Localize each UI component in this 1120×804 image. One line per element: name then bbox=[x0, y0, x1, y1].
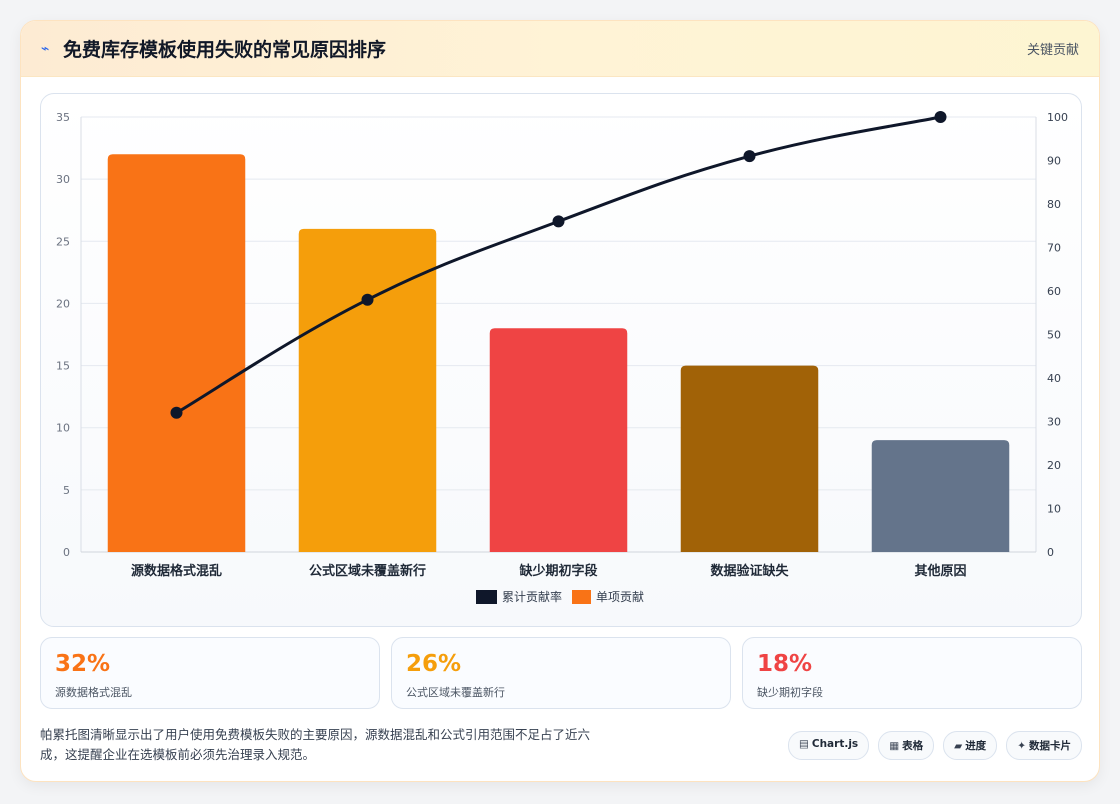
x-tick-label: 源数据格式混乱 bbox=[131, 563, 222, 579]
y2-tick-label: 50 bbox=[1047, 329, 1061, 342]
footer: 帕累托图清晰显示出了用户使用免费模板失败的主要原因，源数据混乱和公式引用范围不足… bbox=[40, 723, 1082, 767]
insight-text: 帕累托图清晰显示出了用户使用免费模板失败的主要原因，源数据混乱和公式引用范围不足… bbox=[40, 727, 591, 762]
y2-tick-label: 100 bbox=[1047, 111, 1068, 124]
y-tick-label: 15 bbox=[56, 360, 70, 373]
table-icon: ▦ bbox=[889, 739, 900, 752]
stat-card: 32% 源数据格式混乱 bbox=[40, 637, 380, 709]
tag-progress[interactable]: ▰ 进度 bbox=[943, 730, 998, 760]
x-tick-label: 其他原因 bbox=[914, 563, 966, 579]
bar bbox=[107, 154, 246, 552]
lightning-icon: ⌁ bbox=[41, 40, 50, 57]
stat-value: 18% bbox=[757, 651, 813, 677]
stats-row: 32% 源数据格式混乱 26% 公式区域未覆盖新行 18% 缺少期初字段 bbox=[40, 637, 1082, 711]
legend-label: 累计贡献率 bbox=[502, 589, 562, 604]
y-tick-label: 0 bbox=[63, 546, 70, 559]
page-title: 免费库存模板使用失败的常见原因排序 bbox=[63, 39, 387, 61]
tag-label: 进度 bbox=[965, 739, 987, 752]
legend-label: 单项贡献 bbox=[596, 589, 644, 604]
y2-tick-label: 70 bbox=[1047, 242, 1061, 255]
chart-panel: 0 5 10 15 20 25 30 35 0 10 20 30 40 50 60 70 80 90 100 源数据格… bbox=[40, 93, 1082, 627]
stat-label: 公式区域未覆盖新行 bbox=[406, 686, 505, 699]
cumulative-point bbox=[361, 293, 374, 306]
x-tick-label: 公式区域未覆盖新行 bbox=[309, 563, 426, 579]
cumulative-point bbox=[934, 111, 947, 123]
x-tick-label: 缺少期初字段 bbox=[518, 563, 597, 579]
stat-label: 源数据格式混乱 bbox=[55, 686, 132, 699]
bar bbox=[680, 365, 819, 552]
y2-tick-label: 20 bbox=[1047, 459, 1061, 472]
y2-tick-label: 90 bbox=[1047, 155, 1061, 168]
key-contribution-badge: 关键贡献 bbox=[1026, 43, 1079, 58]
legend-swatch-bar bbox=[572, 590, 591, 604]
y2-tick-label: 10 bbox=[1047, 503, 1061, 516]
pareto-chart: 0 5 10 15 20 25 30 35 0 10 20 30 40 50 60 70 80 90 100 源数据格… bbox=[56, 111, 1068, 604]
y2-tick-label: 80 bbox=[1047, 198, 1061, 211]
y-tick-label: 5 bbox=[63, 484, 70, 497]
progress-icon: ▰ bbox=[954, 739, 963, 752]
y2-tick-label: 0 bbox=[1047, 546, 1054, 559]
y-tick-label: 10 bbox=[56, 422, 70, 435]
chart-card: ⌁ 免费库存模板使用失败的常见原因排序 关键贡献 0 5 10 15 20 25 30 35 0… bbox=[20, 20, 1100, 782]
cumulative-point bbox=[170, 406, 183, 419]
tag-label: 数据卡片 bbox=[1029, 739, 1071, 752]
y-tick-label: 30 bbox=[56, 173, 70, 186]
tag-label: Chart.js bbox=[811, 737, 859, 750]
cumulative-point bbox=[743, 150, 756, 163]
stat-label: 缺少期初字段 bbox=[757, 686, 823, 699]
chart-icon: ▤ bbox=[798, 737, 809, 750]
stat-value: 32% bbox=[55, 651, 111, 677]
card-header: ⌁ 免费库存模板使用失败的常见原因排序 关键贡献 bbox=[21, 21, 1099, 77]
y2-tick-label: 60 bbox=[1047, 285, 1061, 298]
y-tick-label: 35 bbox=[56, 111, 70, 124]
tag-list: ▤ Chart.js ▦ 表格 ▰ 进度 ✦ 数据卡片 bbox=[787, 730, 1082, 760]
legend-swatch-line bbox=[476, 590, 497, 604]
bar bbox=[298, 228, 437, 552]
y2-tick-label: 30 bbox=[1047, 416, 1061, 429]
y-tick-label: 20 bbox=[56, 297, 70, 310]
bar bbox=[489, 328, 628, 552]
stat-value: 26% bbox=[406, 651, 462, 677]
y-tick-label: 25 bbox=[56, 235, 70, 248]
x-tick-label: 数据验证缺失 bbox=[710, 563, 789, 579]
tag-chartjs[interactable]: ▤ Chart.js bbox=[787, 730, 870, 760]
tag-data-card[interactable]: ✦ 数据卡片 bbox=[1006, 730, 1082, 760]
tag-label: 表格 bbox=[902, 739, 924, 752]
cumulative-point bbox=[552, 215, 565, 228]
stat-card: 18% 缺少期初字段 bbox=[742, 637, 1082, 709]
tag-table[interactable]: ▦ 表格 bbox=[878, 730, 935, 760]
y2-tick-label: 40 bbox=[1047, 372, 1061, 385]
sparkle-icon: ✦ bbox=[1017, 739, 1026, 752]
bar bbox=[871, 440, 1010, 552]
title-wrap: ⌁ 免费库存模板使用失败的常见原因排序 bbox=[41, 35, 386, 62]
stat-card: 26% 公式区域未覆盖新行 bbox=[391, 637, 731, 709]
